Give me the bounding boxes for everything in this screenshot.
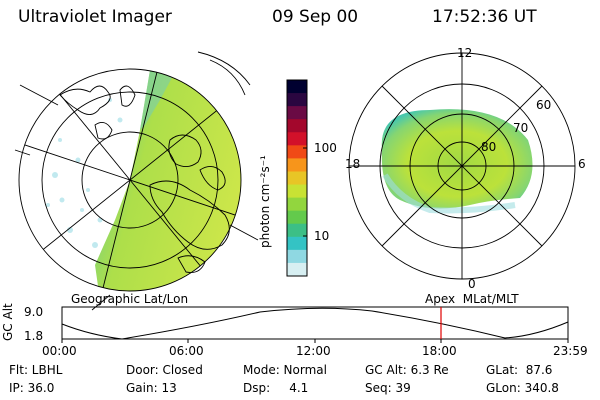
lat-lon-grid [14,51,259,311]
color-bar-band [287,171,307,186]
color-bar-band [287,145,307,159]
glat-info: GLat: 87.6 [486,363,553,377]
altitude-ytick-9: 9.0 [24,305,44,319]
filter-info: Flt: LBHL [9,363,63,377]
time-label: 17:52:36 UT [432,7,537,27]
ip-info: IP: 36.0 [9,381,55,395]
colorbar-tick-100: 100 [314,141,337,155]
dsp-info: Dsp: 4.1 [243,381,309,395]
altitude-xtick-0000: 00:00 [42,344,77,358]
color-bar-band [287,132,307,146]
auroral-oval [381,109,533,209]
polar-grid [348,52,576,280]
geographic-map [14,51,259,311]
colorbar-tick-10: 10 [314,229,330,243]
geographic-caption: Geographic Lat/Lon [71,292,189,306]
color-bar-frame [286,79,308,277]
altitude-xtick-2359: 23:59 [553,344,588,358]
lat-label-60: 60 [536,98,552,112]
color-bar-band [287,236,307,251]
altitude-ytick-1-8: 1.8 [24,329,44,343]
color-bar-band [287,93,307,107]
dayside-emission [95,70,241,291]
color-bar-band [287,119,307,133]
color-bar-band [287,262,307,277]
altitude-xtick-0600: 06:00 [169,344,204,358]
instrument-title: Ultraviolet Imager [18,7,172,27]
color-bar-band [287,223,307,238]
color-bar-band [287,80,307,94]
color-bar [286,79,308,277]
polar-plot [348,52,576,280]
altitude-plot [61,306,569,343]
color-bar-band [287,210,307,225]
polar-caption: Apex MLat/MLT [425,292,519,306]
mlt-label-0: 0 [468,277,476,291]
seq-info: Seq: 39 [365,381,411,395]
mode-info: Mode: Normal [243,363,327,377]
mlt-label-18: 18 [345,157,361,171]
date-label: 09 Sep 00 [272,7,359,27]
mlt-label-6: 6 [578,157,586,171]
door-info: Door: Closed [126,363,203,377]
color-bar-band [287,184,307,199]
lat-label-80: 80 [481,140,497,154]
gcalt-info: GC Alt: 6.3 Re [365,363,449,377]
color-bar-band [287,197,307,212]
mlt-label-12: 12 [457,46,473,60]
color-bar-band [287,158,307,172]
lat-label-70: 70 [513,121,529,135]
colorbar-unit-label: photon cm⁻²s⁻¹ [258,155,272,248]
altitude-ylabel: GC Alt [1,303,15,341]
altitude-curve [61,307,569,340]
color-bar-band [287,106,307,120]
altitude-xtick-1200: 12:00 [296,344,331,358]
coastlines [59,85,230,273]
altitude-xtick-1800: 18:00 [422,344,457,358]
glon-info: GLon: 340.8 [486,381,559,395]
gain-info: Gain: 13 [126,381,177,395]
color-bar-band [287,249,307,264]
